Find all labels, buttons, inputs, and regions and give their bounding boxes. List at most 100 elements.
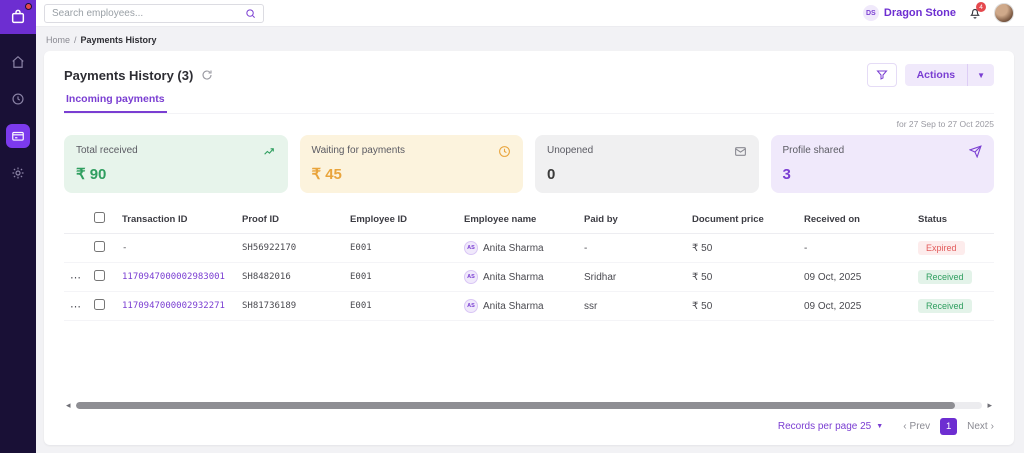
bell-icon [970,8,980,19]
table-row[interactable]: ⋯ 1170947000002932271 SH81736189 E001 AS… [64,291,994,321]
status-badge: Received [918,299,972,313]
row-more-button[interactable]: ⋯ [64,291,88,321]
breadcrumb-home[interactable]: Home [46,35,71,45]
chevron-right-icon: › [990,421,994,432]
employee-name: Anita Sharma [483,242,544,254]
stat-value: 3 [782,166,791,183]
search-box [44,3,264,23]
cell-received-on: 09 Oct, 2025 [798,291,912,321]
tab-incoming-payments[interactable]: Incoming payments [64,93,167,113]
org-switcher[interactable]: DS Dragon Stone [862,5,956,21]
next-page-button[interactable]: Next › [967,421,994,432]
home-icon [12,55,24,68]
user-avatar[interactable] [994,3,1014,23]
employee-cell: AS Anita Sharma [464,299,572,313]
payments-table: Transaction ID Proof ID Employee ID Empl… [64,205,994,321]
horizontal-scrollbar: ◂ ▸ [66,401,992,410]
trend-up-icon [263,145,276,161]
employee-cell: AS Anita Sharma [464,241,572,255]
table-row[interactable]: ⋯ 1170947000002983001 SH8482016 E001 AS A… [64,262,994,292]
chevron-left-icon: ‹ [903,421,907,432]
history-icon [12,93,24,105]
header-actions-col [64,205,88,234]
refresh-icon [202,70,212,80]
scroll-left-icon[interactable]: ◂ [66,400,71,410]
cell-document-price: ₹ 50 [686,291,798,321]
records-per-page-label: Records per page 25 [777,421,872,432]
notification-count-badge: 4 [976,2,986,12]
card-header: Payments History (3) Actions [64,63,994,87]
stat-label: Unopened [547,145,594,156]
cell-proof-id: SH8482016 [236,262,344,292]
stat-value: 0 [547,166,556,183]
cell-transaction-id-link[interactable]: 1170947000002983001 [116,262,236,292]
filter-icon [875,70,888,80]
row-checkbox[interactable] [94,299,105,310]
header-transaction-id: Transaction ID [116,205,236,234]
header-paid-by: Paid by [578,205,686,234]
header-received-on: Received on [798,205,912,234]
row-more-button[interactable]: ⋯ [64,262,88,292]
records-per-page-dropdown[interactable]: Records per page 25 ▼ [778,421,883,432]
caret-down-icon: ▼ [967,64,994,86]
topbar-right: DS Dragon Stone 4 [862,2,1014,23]
stat-card-profile-shared: Profile shared 3 [770,135,994,193]
cell-proof-id: SH81736189 [236,291,344,321]
row-more-cell [64,233,88,263]
current-page-button[interactable]: 1 [940,418,958,435]
header-status: Status [912,205,994,234]
table-row[interactable]: - SH56922170 E001 AS Anita Sharma - ₹ 50 … [64,233,994,263]
scrollbar-thumb[interactable] [75,402,956,409]
stat-label: Profile shared [782,145,845,156]
app-logo[interactable] [0,0,36,34]
status-badge: Received [918,270,972,284]
sidebar-item-settings[interactable] [6,161,30,185]
refresh-button[interactable] [201,69,213,81]
stat-label: Waiting for payments [311,145,406,156]
cell-document-price: ₹ 50 [686,233,798,263]
breadcrumb-separator: / [74,35,77,45]
status-badge: Expired [918,241,965,255]
header-actions: Actions ▼ [866,63,994,87]
breadcrumb: Home / Payments History [36,27,1024,51]
payments-history-card: Payments History (3) Actions [44,51,1014,445]
cell-transaction-id-link[interactable]: 1170947000002932271 [116,291,236,321]
cell-transaction-id: - [116,233,236,263]
cell-employee-id: E001 [344,262,458,292]
scrollbar-track[interactable] [75,402,983,409]
cell-employee-id: E001 [344,233,458,263]
cell-received-on: 09 Oct, 2025 [798,262,912,292]
org-name: Dragon Stone [883,7,956,19]
table-header-row: Transaction ID Proof ID Employee ID Empl… [64,205,994,234]
sidebar-item-payments[interactable] [6,124,30,148]
row-checkbox[interactable] [94,241,105,252]
stat-value: ₹ 45 [311,166,342,183]
search-input[interactable] [52,7,232,19]
prev-page-button[interactable]: ‹ Prev [903,421,930,432]
cell-paid-by: Sridhar [578,262,686,292]
cell-employee-id: E001 [344,291,458,321]
select-all-checkbox[interactable] [94,212,105,223]
row-checkbox[interactable] [94,270,105,281]
cell-received-on: - [798,233,912,263]
scroll-right-icon[interactable]: ▸ [987,400,992,410]
sidebar-item-home[interactable] [6,50,30,74]
clock-icon [498,145,511,161]
org-badge: DS [862,5,879,21]
search-icon[interactable] [245,8,256,19]
pager: ‹ Prev 1 Next › [903,418,994,435]
header-employee-id: Employee ID [344,205,458,234]
notifications-button[interactable]: 4 [968,2,986,20]
employee-avatar: AS [464,241,478,255]
cell-proof-id: SH56922170 [236,233,344,263]
employee-avatar: AS [464,270,478,284]
topbar: DS Dragon Stone 4 [36,0,1024,27]
stats-row: Total received ₹ 90 Waiting for payments [64,135,994,193]
employee-name: Anita Sharma [483,271,544,283]
actions-dropdown-button[interactable]: Actions ▼ [904,64,994,86]
filter-button[interactable] [866,63,897,87]
table-empty-space [64,321,994,401]
sidebar-item-history[interactable] [6,87,30,111]
header-employee-name: Employee name [458,205,578,234]
